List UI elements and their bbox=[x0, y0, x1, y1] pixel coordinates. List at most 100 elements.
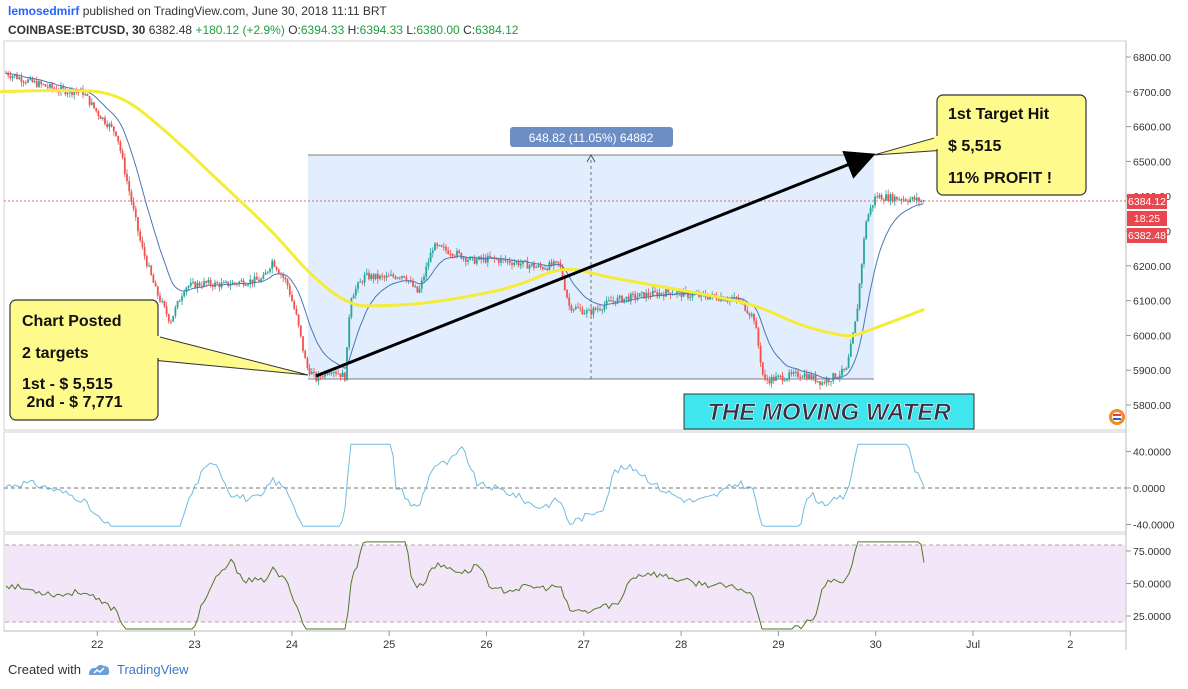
candle-body bbox=[297, 314, 300, 326]
candle-body bbox=[95, 108, 98, 112]
candle-body bbox=[161, 301, 164, 303]
flag-icon[interactable] bbox=[1109, 409, 1125, 425]
candle-body bbox=[293, 301, 296, 309]
candle-body bbox=[9, 75, 12, 78]
candle-body bbox=[154, 282, 157, 287]
candle-body bbox=[143, 247, 146, 257]
candle-body bbox=[618, 295, 621, 298]
candle-body bbox=[181, 296, 183, 301]
candle-body bbox=[838, 375, 841, 378]
candle-body bbox=[898, 199, 901, 201]
candle-body bbox=[557, 261, 560, 263]
candle-body bbox=[893, 196, 896, 202]
candle-body bbox=[401, 276, 403, 278]
candle-body bbox=[596, 308, 599, 310]
candle-body bbox=[737, 298, 740, 301]
candle-body bbox=[13, 75, 16, 77]
range-label: 648.82 (11.05%) 64882 bbox=[529, 131, 654, 145]
price-tick-label: 6200.00 bbox=[1133, 261, 1171, 273]
candle-body bbox=[658, 292, 661, 297]
candle-body bbox=[561, 266, 564, 279]
candle-body bbox=[911, 197, 914, 200]
callout-target-hit[interactable]: 1st Target Hit $ 5,515 11% PROFIT ! bbox=[873, 94, 1087, 196]
price-axis[interactable]: 6800.006700.006600.006500.006400.006300.… bbox=[1126, 52, 1171, 412]
candle-body bbox=[264, 272, 267, 275]
candle-body bbox=[33, 80, 36, 82]
candle-body bbox=[526, 260, 529, 269]
candle-body bbox=[310, 371, 313, 375]
rsi-axis: 75.0000 50.0000 25.0000 bbox=[1126, 546, 1171, 623]
time-axis[interactable]: 22 23 24 25 26 27 28 29 30 Jul 2 bbox=[91, 631, 1073, 650]
candle-body bbox=[874, 196, 876, 206]
candle-body bbox=[535, 266, 538, 268]
candle-body bbox=[891, 194, 894, 202]
candle-body bbox=[865, 221, 868, 239]
candle-body bbox=[594, 307, 597, 310]
callout-chart-posted[interactable]: Chart Posted 2 targets 1st - $ 5,515 2nd… bbox=[9, 299, 309, 421]
candle-body bbox=[860, 264, 863, 284]
ohlc-line: COINBASE:BTCUSD, 30 6382.48 +180.12 (+2.… bbox=[8, 23, 518, 37]
trend-arrow[interactable] bbox=[315, 150, 876, 378]
candle-body bbox=[288, 285, 291, 295]
candle-body bbox=[209, 280, 212, 286]
author-link[interactable]: lemosedmirf bbox=[8, 4, 80, 18]
osc-tick-label: 40.0000 bbox=[1133, 447, 1171, 459]
candle-body bbox=[214, 282, 216, 287]
candle-body bbox=[863, 238, 865, 265]
price-tick-label: 6100.00 bbox=[1133, 296, 1171, 308]
candle-body bbox=[16, 75, 18, 80]
candle-body bbox=[176, 300, 179, 308]
candle-body bbox=[825, 379, 828, 384]
price-tick-label: 6800.00 bbox=[1133, 52, 1171, 64]
candle-body bbox=[275, 266, 278, 270]
candle-body bbox=[51, 84, 54, 89]
candle-body bbox=[200, 285, 203, 287]
candle-body bbox=[370, 274, 373, 280]
candle-body bbox=[880, 195, 883, 200]
candle-body bbox=[260, 278, 263, 282]
banner-text: THE MOVING WATER bbox=[707, 399, 951, 426]
candle-body bbox=[242, 280, 245, 286]
footer-created-with: Created with bbox=[8, 662, 81, 677]
oscillator-pane[interactable] bbox=[3, 431, 1127, 533]
range-arrow-icon bbox=[586, 153, 596, 163]
candle-body bbox=[913, 197, 916, 201]
last-price-tag-text: 6382.48 bbox=[1128, 230, 1166, 242]
callout-left-line-1: Chart Posted bbox=[22, 313, 122, 330]
footer-brand-link[interactable]: TradingView bbox=[116, 662, 189, 677]
candle-body bbox=[255, 276, 258, 280]
candle-body bbox=[277, 269, 280, 274]
candle-body bbox=[412, 281, 414, 287]
candle-body bbox=[163, 301, 166, 307]
candle-body bbox=[665, 289, 667, 297]
candle-body bbox=[130, 191, 133, 202]
candle-body bbox=[843, 368, 846, 370]
candle-body bbox=[717, 299, 720, 301]
candle-body bbox=[339, 373, 342, 377]
price-tick-label: 6500.00 bbox=[1133, 156, 1171, 168]
candle-body bbox=[198, 282, 201, 286]
price-chart[interactable]: 648.82 (11.05%) 64882 Chart Posted 2 tar… bbox=[0, 40, 1188, 650]
candle-body bbox=[29, 77, 32, 80]
candle-body bbox=[856, 308, 859, 322]
candle-body bbox=[376, 273, 379, 279]
candle-body bbox=[240, 280, 243, 282]
candle-body bbox=[750, 314, 753, 316]
candle-body bbox=[799, 376, 802, 378]
candle-body bbox=[282, 274, 285, 278]
candle-body bbox=[599, 308, 601, 310]
candle-body bbox=[187, 286, 190, 288]
symbol-label[interactable]: COINBASE:BTCUSD, 30 bbox=[8, 23, 146, 37]
candle-body bbox=[106, 123, 109, 128]
candle-body bbox=[258, 279, 260, 282]
candle-body bbox=[887, 194, 890, 201]
candle-body bbox=[449, 253, 452, 255]
candle-body bbox=[108, 123, 111, 128]
candle-body bbox=[462, 257, 465, 259]
candle-body bbox=[396, 277, 399, 279]
candle-body bbox=[66, 92, 69, 95]
candle-body bbox=[183, 291, 186, 297]
candle-body bbox=[117, 135, 120, 142]
candle-body bbox=[460, 252, 463, 259]
candle-body bbox=[192, 281, 194, 283]
